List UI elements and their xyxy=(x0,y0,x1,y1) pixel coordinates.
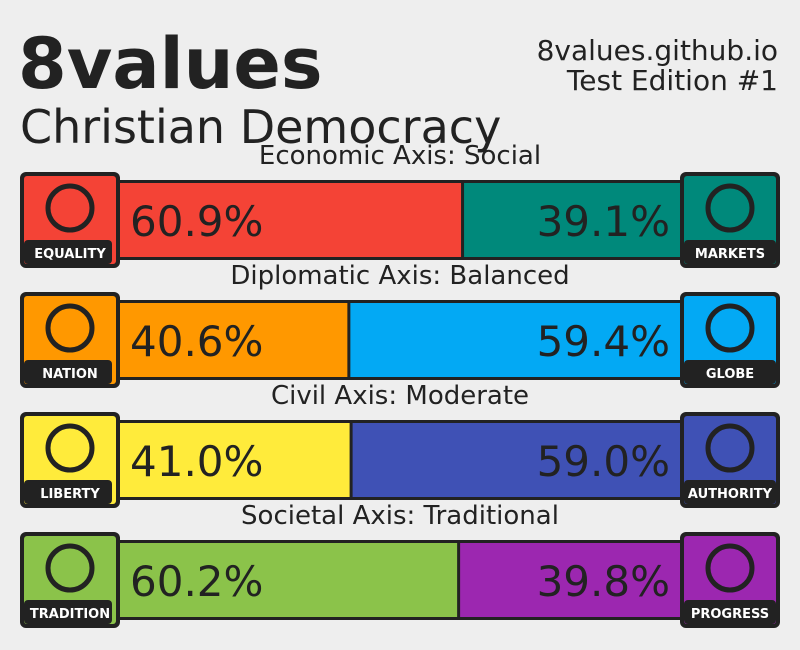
left-icon-label: EQUALITY xyxy=(34,247,106,262)
right-icon-label-bg xyxy=(684,480,776,504)
right-bar xyxy=(352,423,680,497)
right-icon-label: MARKETS xyxy=(695,247,765,262)
left-value: 41.0% xyxy=(130,437,263,486)
left-icon-label: TRADITION xyxy=(30,607,110,622)
left-icon-glyph xyxy=(45,543,95,593)
left-icon-label-bg xyxy=(24,240,112,264)
axis-title: Economic Axis: Social xyxy=(259,141,541,171)
right-bar xyxy=(460,543,680,617)
left-bar xyxy=(120,183,462,257)
app-title: 8values xyxy=(18,23,323,105)
left-icon-glyph xyxy=(45,423,95,473)
left-value: 60.9% xyxy=(130,197,263,246)
left-icon-label-bg xyxy=(24,480,112,504)
right-value: 59.0% xyxy=(537,437,670,486)
right-value: 39.8% xyxy=(537,557,670,606)
axis-title: Civil Axis: Moderate xyxy=(271,381,529,411)
ideology: Christian Democracy xyxy=(20,100,501,154)
right-icon-label: GLOBE xyxy=(706,367,754,382)
left-bar xyxy=(120,543,458,617)
right-icon-label: PROGRESS xyxy=(691,607,769,622)
left-icon-label: NATION xyxy=(42,367,98,382)
right-icon-glyph xyxy=(705,543,755,593)
left-value: 60.2% xyxy=(130,557,263,606)
axis-title: Diplomatic Axis: Balanced xyxy=(230,261,569,291)
left-value: 40.6% xyxy=(130,317,263,366)
left-icon-label-bg xyxy=(24,360,112,384)
left-icon-glyph xyxy=(45,303,95,353)
right-value: 39.1% xyxy=(537,197,670,246)
edition: Test Edition #1 xyxy=(566,64,778,97)
left-icon-label: LIBERTY xyxy=(40,487,100,502)
site: 8values.github.io xyxy=(537,34,778,67)
right-icon-label: AUTHORITY xyxy=(688,487,773,502)
right-value: 59.4% xyxy=(537,317,670,366)
right-icon-glyph xyxy=(705,423,755,473)
right-icon-label-bg xyxy=(684,240,776,264)
right-bar xyxy=(464,183,680,257)
left-icon-glyph xyxy=(45,183,95,233)
left-bar xyxy=(120,303,348,377)
left-icon-label-bg xyxy=(24,600,112,624)
right-bar xyxy=(350,303,680,377)
right-icon-label-bg xyxy=(684,360,776,384)
left-bar xyxy=(120,423,350,497)
axis-title: Societal Axis: Traditional xyxy=(241,501,559,531)
right-icon-label-bg xyxy=(684,600,776,624)
right-icon-glyph xyxy=(705,183,755,233)
right-icon-glyph xyxy=(705,303,755,353)
